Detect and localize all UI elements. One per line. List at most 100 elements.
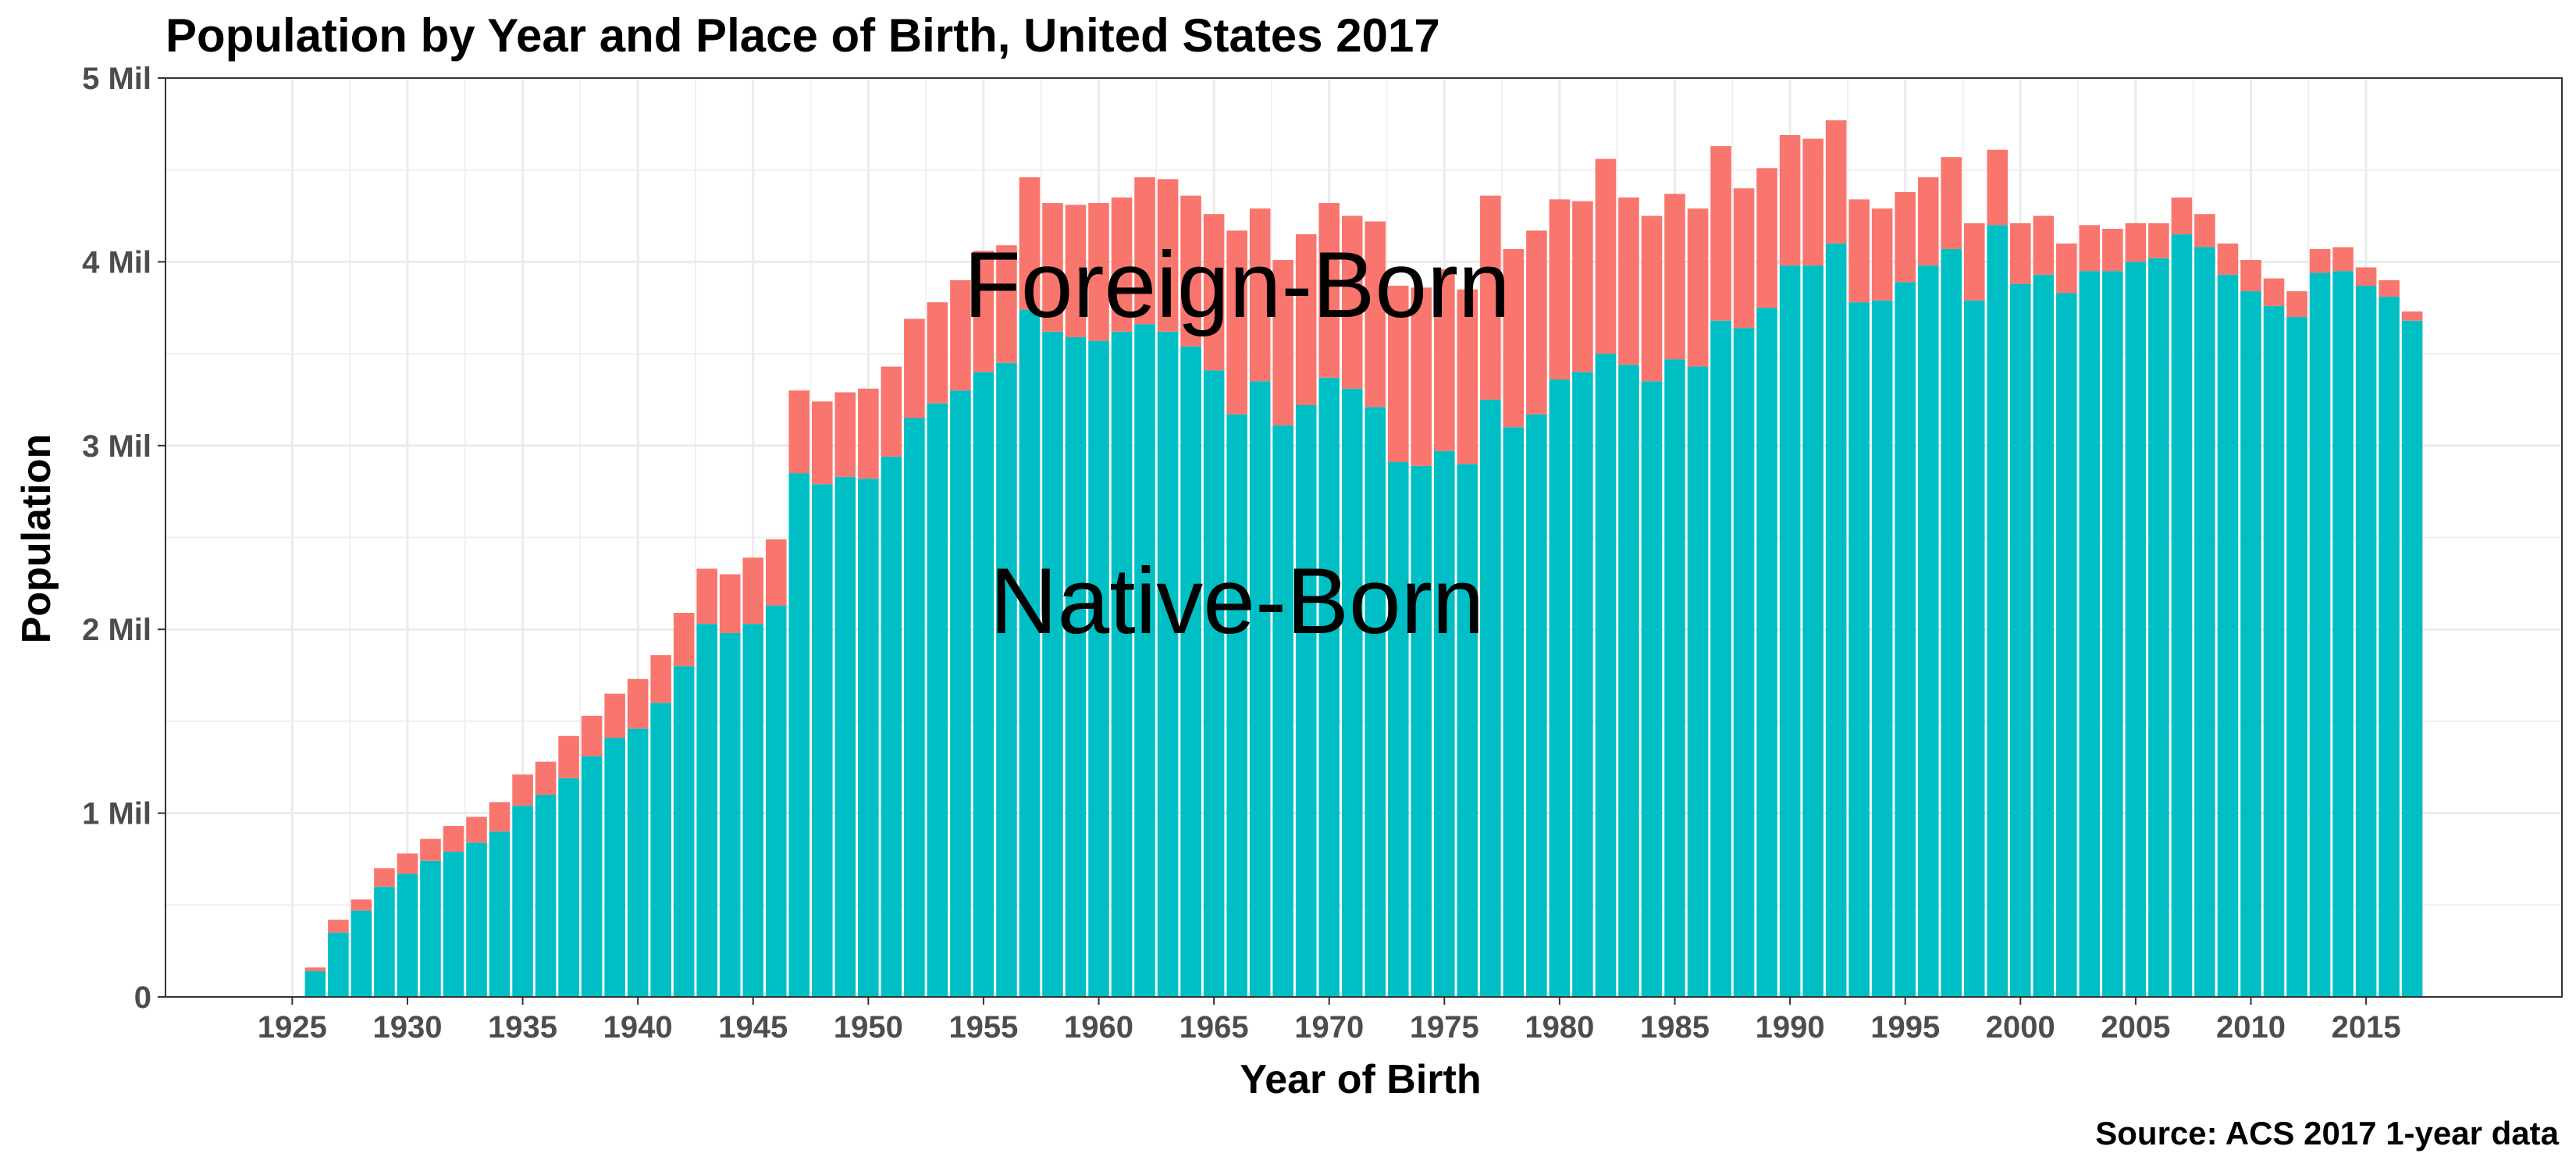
bar-foreign-born xyxy=(1480,195,1501,400)
bar-foreign-born xyxy=(1549,199,1571,380)
x-axis-title: Year of Birth xyxy=(1240,1057,1481,1102)
bar-native-born xyxy=(1641,381,1663,997)
bar-foreign-born xyxy=(328,920,349,933)
bar-native-born xyxy=(1434,450,1455,997)
x-tick-label: 1985 xyxy=(1640,1010,1710,1045)
bar-native-born xyxy=(2010,283,2031,997)
bar-foreign-born xyxy=(1203,214,1225,371)
bar-foreign-born xyxy=(742,557,764,625)
bar-foreign-born xyxy=(1457,289,1478,464)
bar-foreign-born xyxy=(1572,201,1593,372)
bar-native-born xyxy=(719,632,741,997)
y-tick-label: 2 Mil xyxy=(82,613,151,647)
y-tick-label: 0 xyxy=(134,981,151,1015)
bar-foreign-born xyxy=(1318,203,1340,378)
bar-foreign-born xyxy=(1503,248,1525,428)
y-tick-label: 1 Mil xyxy=(82,797,151,831)
bar-native-born xyxy=(1779,265,1801,997)
bar-native-born xyxy=(1480,399,1501,997)
bar-foreign-born xyxy=(397,853,418,874)
bar-foreign-born xyxy=(696,568,717,625)
y-tick-label: 4 Mil xyxy=(82,245,151,279)
bar-foreign-born xyxy=(673,613,695,667)
bar-foreign-born xyxy=(1917,177,1939,266)
bar-foreign-born xyxy=(2033,215,2055,275)
x-tick-label: 1925 xyxy=(258,1010,327,1045)
bar-foreign-born xyxy=(1825,120,1847,244)
bar-native-born xyxy=(881,456,902,997)
bar-native-born xyxy=(742,624,764,997)
annotation-foreign-born: Foreign-Born xyxy=(963,233,1510,337)
bar-foreign-born xyxy=(1987,149,2008,226)
bar-native-born xyxy=(812,484,833,997)
bar-native-born xyxy=(1065,336,1087,997)
bar-foreign-born xyxy=(1941,157,1962,249)
bar-native-born xyxy=(2125,262,2147,997)
bar-native-born xyxy=(1756,308,1777,997)
bar-foreign-born xyxy=(466,817,487,843)
bar-foreign-born xyxy=(834,392,856,477)
source-caption: Source: ACS 2017 1-year data xyxy=(2095,1115,2559,1151)
bar-native-born xyxy=(2194,247,2215,997)
bar-native-born xyxy=(1364,407,1386,997)
bar-native-born xyxy=(350,910,372,997)
x-tick-label: 2015 xyxy=(2332,1010,2401,1045)
bar-foreign-born xyxy=(1779,134,1801,266)
bar-native-born xyxy=(650,703,671,997)
bar-native-born xyxy=(1157,331,1179,997)
bar-native-born xyxy=(1941,248,1962,997)
bar-native-born xyxy=(1572,372,1593,997)
bar-native-born xyxy=(1503,427,1525,997)
x-tick-label: 1980 xyxy=(1525,1010,1594,1045)
bar-native-born xyxy=(1341,388,1363,997)
bar-foreign-born xyxy=(1756,168,1777,308)
bar-foreign-born xyxy=(1618,198,1639,365)
bar-native-born xyxy=(673,666,695,997)
bar-foreign-born xyxy=(2148,222,2169,258)
bar-native-born xyxy=(2148,258,2169,997)
bar-native-born xyxy=(1963,300,1985,998)
bar-foreign-born xyxy=(927,302,948,404)
bar-native-born xyxy=(558,778,579,997)
bar-foreign-born xyxy=(1226,230,1247,415)
bar-native-born xyxy=(1295,405,1317,997)
chart-title: Population by Year and Place of Birth, U… xyxy=(165,9,1440,62)
bar-foreign-born xyxy=(1963,222,1985,301)
x-tick-label: 1995 xyxy=(1870,1010,1940,1045)
bar-native-born xyxy=(489,831,511,997)
bar-foreign-born xyxy=(812,401,833,485)
bar-foreign-born xyxy=(627,678,649,729)
bar-native-born xyxy=(1526,414,1547,997)
bar-native-born xyxy=(1111,331,1133,997)
bar-native-born xyxy=(1272,425,1293,997)
x-tick-label: 1965 xyxy=(1179,1010,1249,1045)
bar-foreign-born xyxy=(788,390,810,474)
bar-foreign-born xyxy=(581,715,603,756)
axes: 0 1 Mil 2 Mil 3 Mil 4 Mil 5 Mil 1925 1930 1935 19… xyxy=(82,62,2400,1045)
bar-foreign-born xyxy=(2263,278,2285,306)
bar-foreign-born xyxy=(443,826,464,852)
bar-native-born xyxy=(443,852,464,997)
bar-native-born xyxy=(2102,271,2123,997)
bar-native-born xyxy=(1917,265,1939,997)
bar-foreign-born xyxy=(2355,267,2377,287)
bar-foreign-born xyxy=(1065,205,1087,337)
x-tick-label: 1940 xyxy=(603,1010,673,1045)
bar-native-born xyxy=(2240,291,2261,998)
bar-foreign-born xyxy=(2056,243,2077,294)
bar-native-born xyxy=(328,932,349,997)
bar-native-born xyxy=(996,362,1017,997)
bar-foreign-born xyxy=(858,388,879,479)
bar-foreign-born xyxy=(512,774,533,806)
bar-native-born xyxy=(2355,286,2377,997)
x-tick-label: 2010 xyxy=(2216,1010,2286,1045)
bar-native-born xyxy=(1203,370,1225,997)
bar-foreign-born xyxy=(1295,234,1317,406)
bar-foreign-born xyxy=(2286,291,2307,318)
y-tick-label: 3 Mil xyxy=(82,429,151,464)
bar-native-born xyxy=(1595,354,1617,998)
bar-native-born xyxy=(1848,302,1870,997)
bar-foreign-born xyxy=(1088,203,1109,341)
x-tick-label: 1970 xyxy=(1294,1010,1364,1045)
bar-foreign-born xyxy=(1364,221,1386,408)
